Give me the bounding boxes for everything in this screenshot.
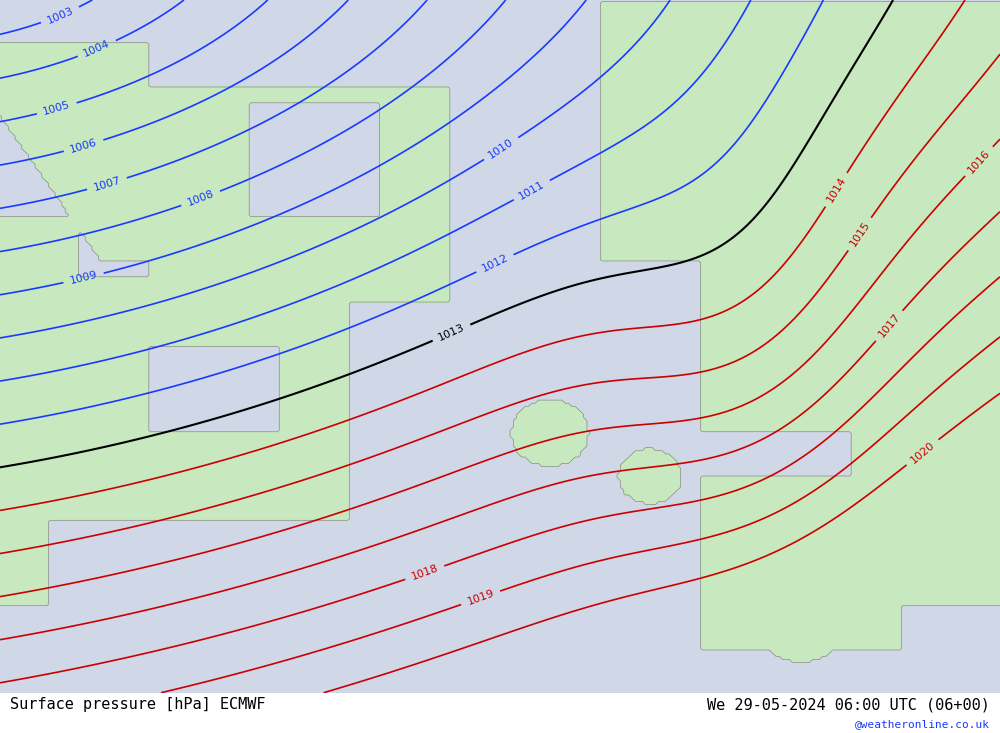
Text: 1017: 1017 [876, 312, 902, 340]
Text: 1012: 1012 [480, 253, 510, 274]
Text: We 29-05-2024 06:00 UTC (06+00): We 29-05-2024 06:00 UTC (06+00) [707, 700, 990, 715]
Text: 1005: 1005 [42, 100, 72, 117]
Text: Surface pressure [hPa] ECMWF: Surface pressure [hPa] ECMWF [10, 700, 266, 715]
Text: 1006: 1006 [69, 137, 98, 155]
Text: Surface pressure [hPa] ECMWF: Surface pressure [hPa] ECMWF [10, 698, 266, 712]
Text: 1004: 1004 [82, 39, 112, 59]
Text: 1018: 1018 [410, 563, 440, 582]
Text: 1019: 1019 [466, 589, 496, 608]
Text: 1011: 1011 [517, 179, 546, 202]
Text: 1016: 1016 [966, 147, 992, 175]
Text: @weatheronline.co.uk: @weatheronline.co.uk [855, 719, 990, 729]
Text: 1020: 1020 [908, 440, 937, 465]
Text: 1014: 1014 [825, 175, 848, 205]
Text: We 29-05-2024 06:00 UTC (06+00): We 29-05-2024 06:00 UTC (06+00) [707, 698, 990, 712]
Text: 1003: 1003 [45, 5, 75, 26]
Text: 1015: 1015 [848, 220, 872, 248]
Text: 1007: 1007 [92, 175, 122, 193]
Text: 1013: 1013 [437, 323, 466, 343]
Text: @weatheronline.co.uk: @weatheronline.co.uk [855, 721, 990, 732]
Text: 1009: 1009 [69, 270, 98, 287]
Text: 1010: 1010 [487, 136, 516, 161]
Text: 1008: 1008 [186, 188, 216, 208]
